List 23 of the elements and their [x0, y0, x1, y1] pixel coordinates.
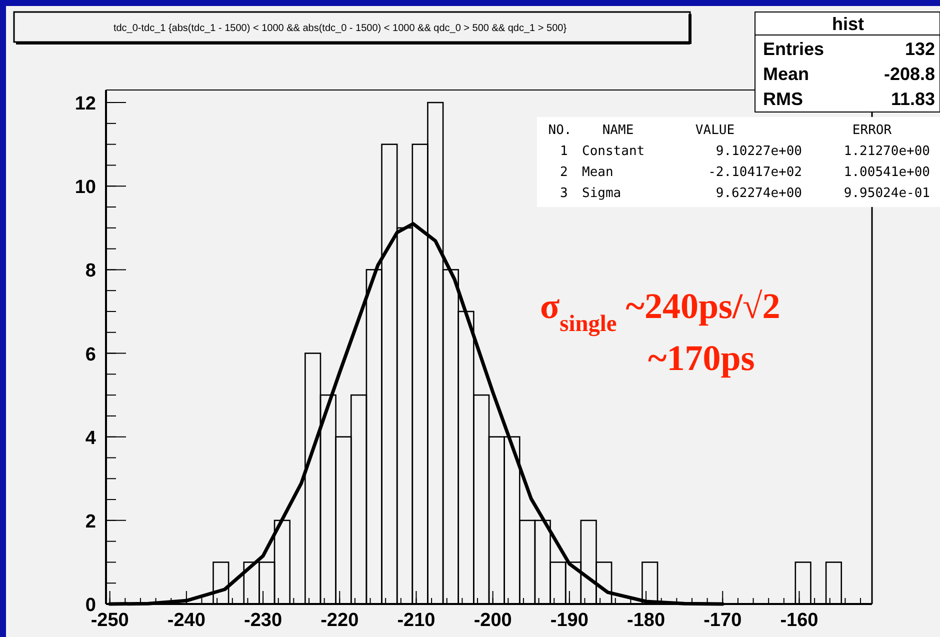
chart-title: tdc_0-tdc_1 {abs(tdc_1 - 1500) < 1000 && abs(tdc_0 - 1500) < 1000 && qdc_0 > 500 && qdc_1 > 500}	[113, 23, 568, 34]
x-tick-label: -170	[704, 610, 742, 631]
y-tick-label: 10	[74, 177, 96, 198]
x-tick-label: -180	[627, 610, 666, 631]
x-tick-label: -240	[167, 610, 206, 631]
y-tick-label: 2	[85, 511, 96, 532]
text: Entries 132	[763, 39, 935, 59]
annotation: ~170ps	[648, 338, 755, 378]
x-tick-label: -190	[550, 610, 588, 631]
x-tick-label: -220	[320, 610, 359, 631]
y-tick-label: 12	[74, 94, 96, 115]
text: hist	[832, 14, 864, 34]
y-tick-label: 8	[85, 260, 96, 282]
x-tick-label: -200	[474, 610, 512, 631]
y-tick-label: 6	[85, 344, 96, 366]
fit-table: NO. NAME VALUE ERROR 1 Constant 9.10227e+00 1.21270e+00 2 Mean -2.10417e+02 1.00541e+00 3 Sigma 9.62274e+00 9.95024e-01	[537, 117, 940, 207]
x-tick-label: -210	[397, 610, 436, 631]
x-tick-label: -230	[244, 610, 282, 631]
annotation: σ$_{single}$ ~240ps/√2	[540, 286, 780, 337]
x-tick-label: -160	[780, 610, 818, 631]
y-tick-label: 4	[85, 428, 96, 449]
text: RMS 11.83	[763, 89, 935, 109]
text: Mean -208.8	[763, 64, 935, 84]
